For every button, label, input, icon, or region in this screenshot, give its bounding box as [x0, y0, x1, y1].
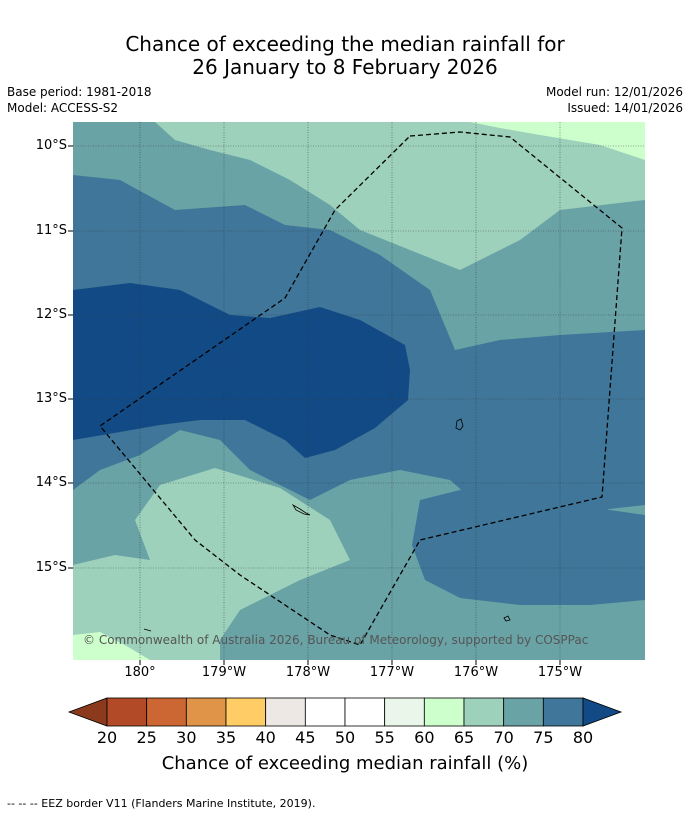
- colorbar-tick-label: 65: [453, 728, 475, 747]
- colorbar-tick-label: 60: [414, 728, 435, 747]
- colorbar-tick-label: 40: [255, 728, 276, 747]
- region-60-65-southwest: [73, 632, 150, 660]
- lat-label-14s: 14°S: [35, 475, 67, 490]
- colorbar-tick-label: 75: [533, 728, 554, 747]
- colorbar-segment: [503, 697, 544, 727]
- colorbar-tick-label: 30: [176, 728, 197, 747]
- lon-label-175w: 175°W: [537, 665, 583, 680]
- region-65-70-north: [155, 122, 645, 270]
- model-run-text: Model run: 12/01/2026: [545, 85, 683, 99]
- region-75-80-east: [412, 470, 645, 605]
- colorbar-extend-low: [67, 697, 108, 727]
- lon-label-176w: 176°W: [453, 665, 499, 680]
- lon-label-178w: 178°W: [285, 665, 331, 680]
- copyright-text: © Commonwealth of Australia 2026, Bureau…: [83, 633, 589, 647]
- colorbar-tick-label: 25: [136, 728, 157, 747]
- colorbar-tick-label: 80: [572, 728, 594, 747]
- base-period-text: Base period: 1981-2018: [7, 85, 152, 99]
- colorbar-segment: [304, 697, 346, 727]
- colorbar-segment: [384, 697, 425, 727]
- colorbar-segment: [146, 697, 187, 727]
- colorbar: [67, 697, 623, 727]
- issued-text: Issued: 14/01/2026: [567, 101, 683, 115]
- colorbar-segment: [542, 697, 584, 727]
- map-title-line2: 26 January to 8 February 2026: [192, 55, 498, 79]
- island-outline: [455, 418, 464, 431]
- colorbar-label: Chance of exceeding median rainfall (%): [161, 753, 529, 774]
- colorbar-tick-label: 35: [215, 728, 237, 747]
- region-65-70-southwest: [73, 468, 350, 660]
- lat-ticks: [68, 145, 73, 569]
- colorbar-extend-high: [582, 697, 623, 727]
- colorbar-segment: [106, 697, 148, 727]
- island-outline: [503, 615, 511, 622]
- colorbar-segment: [423, 697, 465, 727]
- gridlines: [73, 122, 645, 660]
- lat-label-13s: 13°S: [35, 391, 67, 406]
- island-outline: [143, 628, 152, 632]
- lat-label-11s: 11°S: [35, 223, 67, 238]
- colorbar-segment: [265, 697, 306, 727]
- region-60-65-northeast: [470, 122, 645, 160]
- colorbar-tick-label: 20: [96, 728, 118, 747]
- colorbar-segment: [225, 697, 267, 727]
- lat-label-12s: 12°S: [35, 307, 67, 322]
- region-above-80: [73, 283, 410, 458]
- colorbar-segment: [185, 697, 227, 727]
- lon-ticks: [139, 660, 561, 665]
- colorbar-tick-label: 45: [295, 728, 316, 747]
- eez-footer-note: -- -- -- EEZ border V11 (Flanders Marine…: [7, 797, 316, 810]
- lat-label-10s: 10°S: [35, 138, 67, 153]
- map-title-line1: Chance of exceeding the median rainfall …: [125, 32, 565, 56]
- lat-label-15s: 15°S: [35, 560, 67, 575]
- colorbar-segment: [463, 697, 505, 727]
- rainfall-probability-map: [73, 122, 645, 660]
- island-outline: [291, 503, 311, 516]
- colorbar-tick-label: 70: [493, 728, 514, 747]
- lon-label-177w: 177°W: [369, 665, 415, 680]
- model-text: Model: ACCESS-S2: [7, 101, 119, 115]
- lon-label-180: 180°: [124, 665, 156, 680]
- eez-border: [99, 131, 623, 646]
- colorbar-segment: [344, 697, 386, 727]
- colorbar-tick-label: 55: [374, 728, 395, 747]
- lon-label-179w: 179°W: [201, 665, 247, 680]
- colorbar-tick-label: 50: [334, 728, 356, 747]
